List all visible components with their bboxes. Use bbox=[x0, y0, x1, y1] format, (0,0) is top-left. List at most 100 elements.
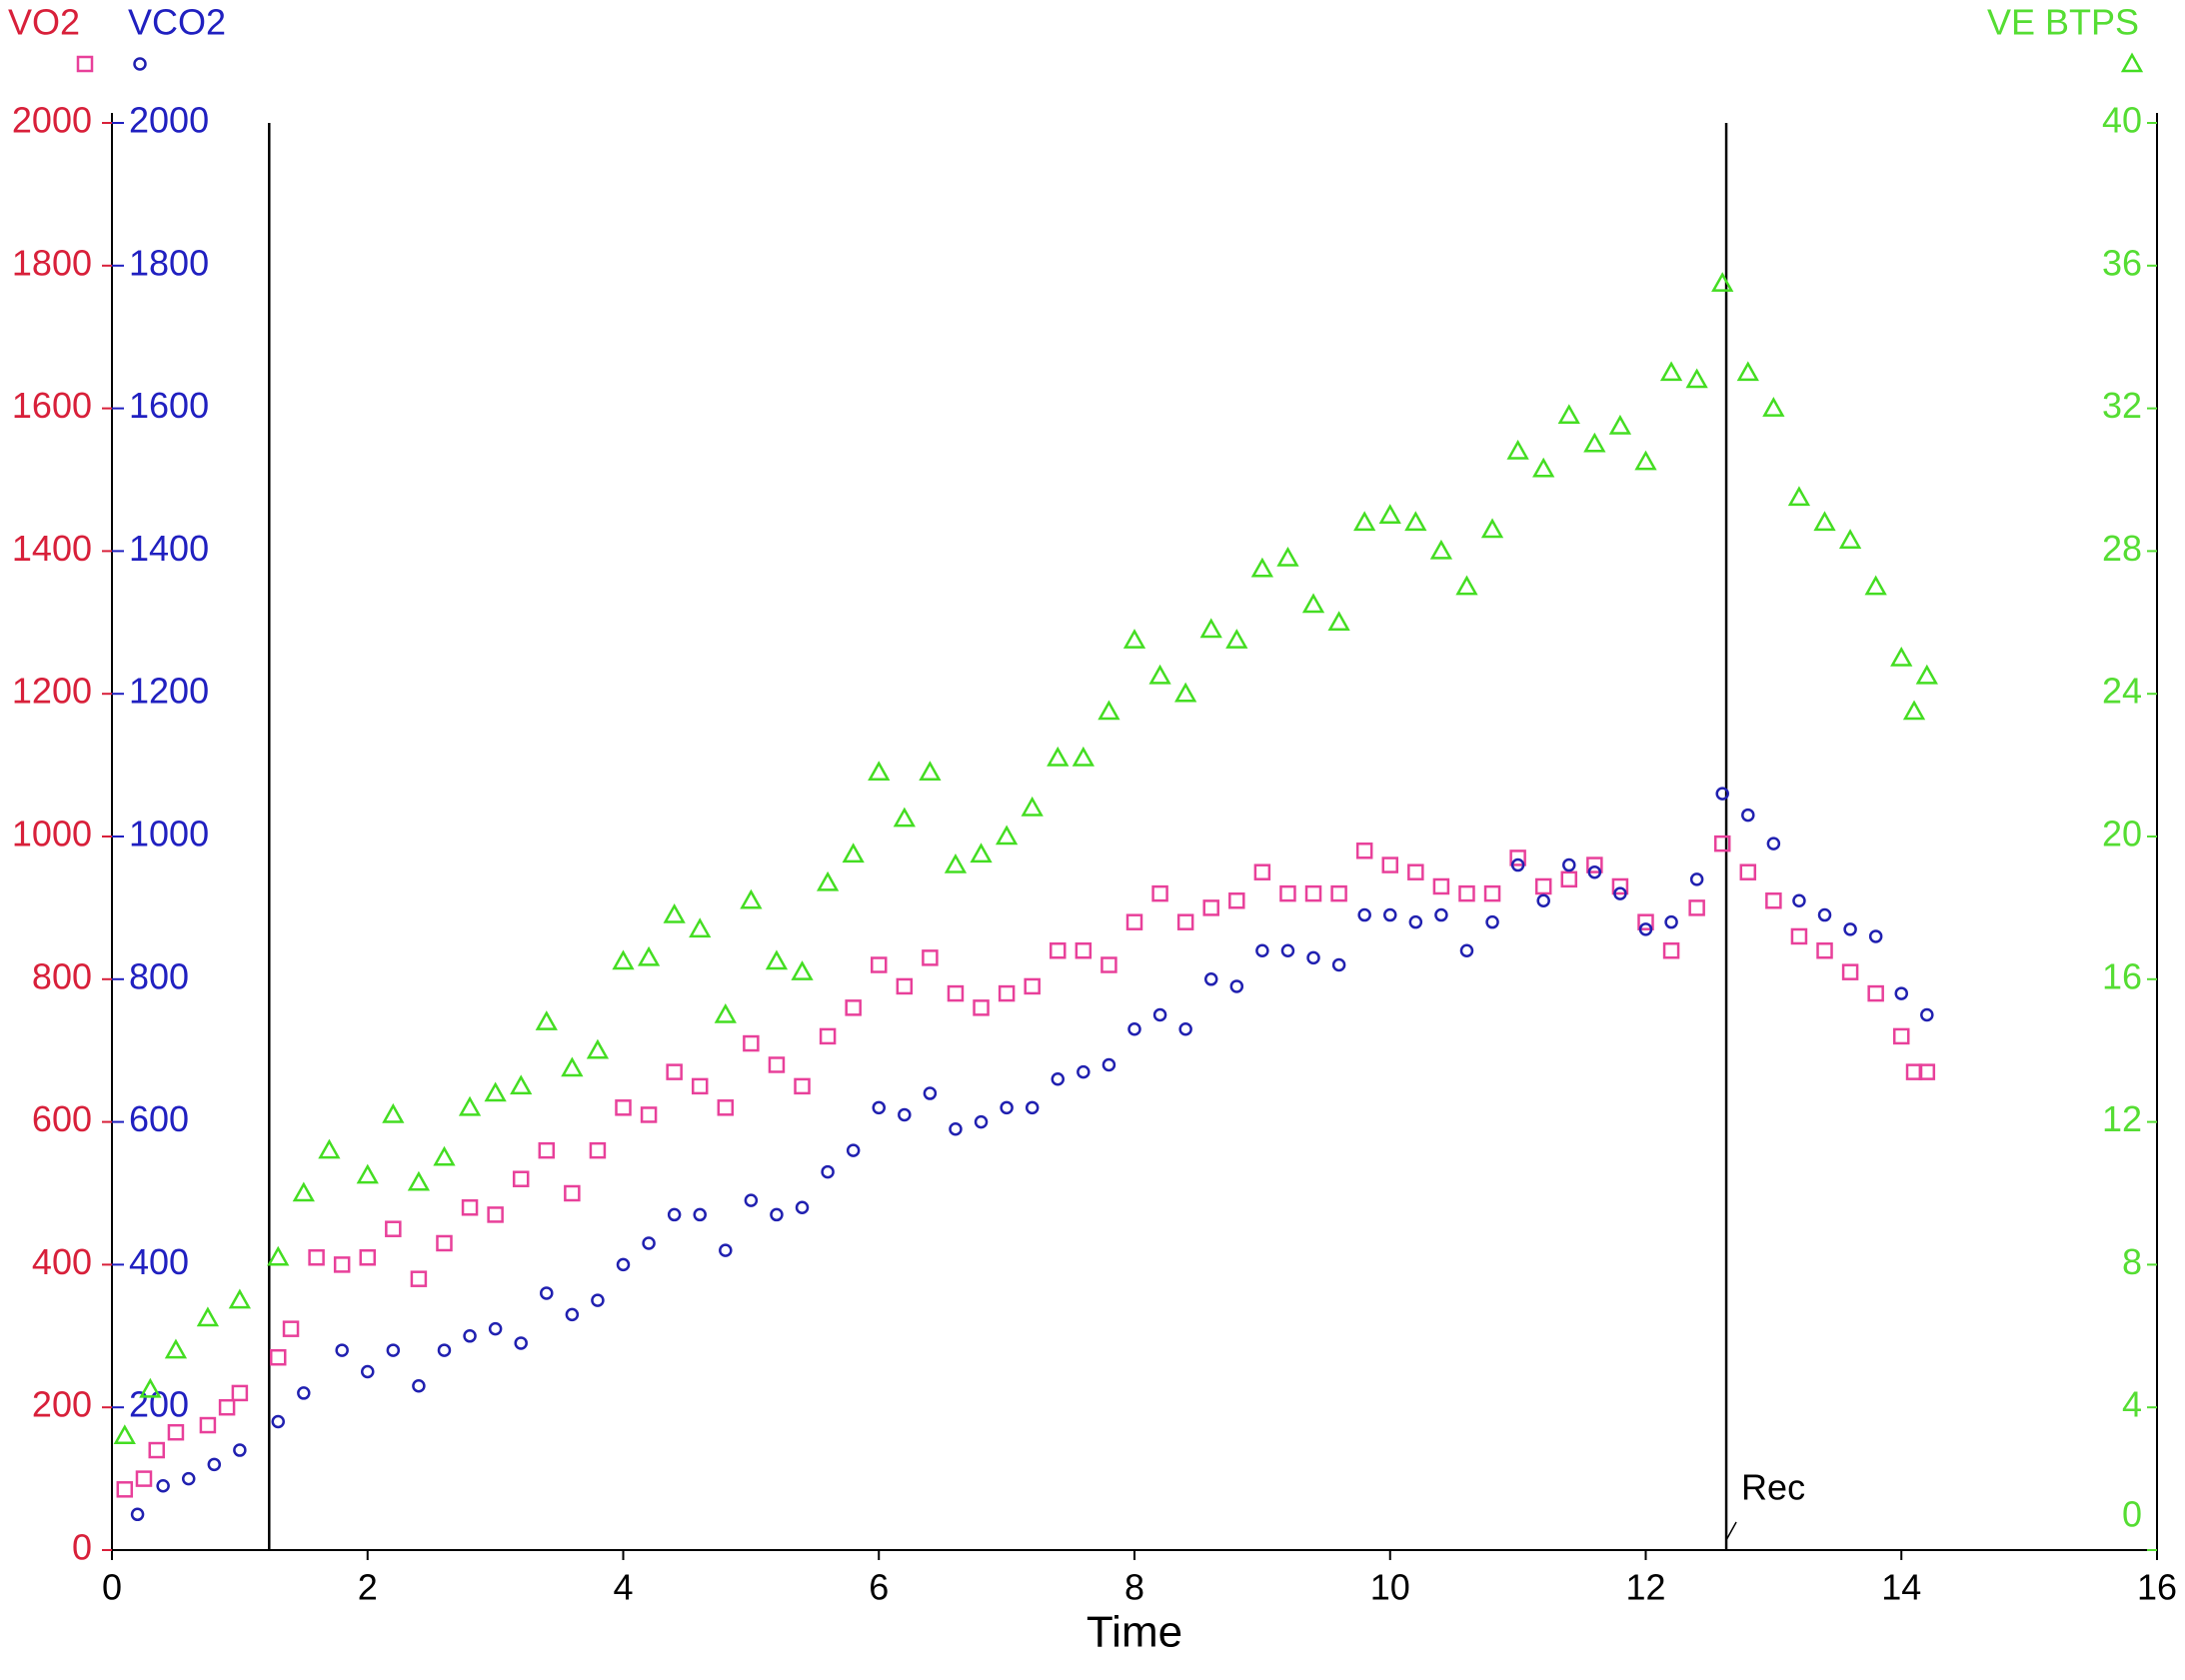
point bbox=[561, 1056, 584, 1077]
point bbox=[488, 1321, 503, 1336]
point bbox=[1787, 486, 1811, 507]
legend-marker bbox=[133, 57, 147, 71]
point bbox=[233, 1443, 247, 1457]
y-tick-label-vco2: 1600 bbox=[129, 385, 209, 426]
point bbox=[308, 1249, 325, 1266]
point bbox=[637, 945, 661, 966]
point bbox=[973, 999, 990, 1016]
point bbox=[768, 1056, 786, 1073]
point bbox=[1253, 863, 1271, 880]
point bbox=[998, 984, 1016, 1002]
point bbox=[923, 1086, 938, 1100]
point bbox=[333, 1256, 351, 1273]
x-tick-label: 16 bbox=[2137, 1567, 2177, 1608]
point bbox=[1664, 914, 1678, 929]
y-tick-label-vco2: 200 bbox=[129, 1384, 189, 1425]
point bbox=[922, 949, 939, 966]
point bbox=[1306, 950, 1320, 965]
point bbox=[765, 949, 789, 970]
y2-tick-label: 32 bbox=[2102, 385, 2142, 426]
point bbox=[1509, 849, 1526, 866]
event-pointer bbox=[1725, 1521, 1737, 1541]
point bbox=[944, 853, 968, 873]
point bbox=[458, 1095, 482, 1116]
point bbox=[565, 1307, 580, 1322]
point bbox=[1025, 1100, 1040, 1115]
point bbox=[791, 960, 814, 980]
point bbox=[412, 1379, 426, 1393]
point bbox=[1100, 956, 1117, 973]
point bbox=[271, 1414, 285, 1429]
point bbox=[1228, 892, 1245, 909]
point bbox=[487, 1206, 504, 1223]
point bbox=[1915, 664, 1938, 685]
point bbox=[896, 977, 914, 995]
point bbox=[410, 1270, 428, 1287]
point bbox=[540, 1286, 554, 1300]
x-tick-label: 10 bbox=[1370, 1567, 1410, 1608]
point bbox=[1841, 963, 1859, 980]
point bbox=[1051, 1072, 1066, 1086]
point bbox=[589, 1141, 607, 1159]
y-tick-label: 600 bbox=[32, 1098, 92, 1139]
point bbox=[1458, 884, 1475, 902]
point bbox=[893, 807, 916, 828]
point bbox=[693, 1207, 707, 1222]
y-tick-label-vco2: 1400 bbox=[129, 528, 209, 569]
point bbox=[1404, 511, 1427, 532]
point bbox=[181, 1471, 196, 1486]
point bbox=[1792, 893, 1806, 908]
x-tick-label: 2 bbox=[358, 1567, 378, 1608]
y2-tick-label: 4 bbox=[2122, 1384, 2142, 1425]
point bbox=[845, 999, 862, 1016]
point bbox=[714, 1002, 737, 1023]
point bbox=[1611, 877, 1629, 895]
point bbox=[1331, 957, 1346, 972]
legend-marker bbox=[2120, 52, 2144, 73]
legend-label: VO2 bbox=[8, 2, 80, 43]
point bbox=[386, 1343, 401, 1357]
point bbox=[1077, 1064, 1091, 1079]
point bbox=[538, 1141, 556, 1159]
point bbox=[1918, 1063, 1936, 1080]
point bbox=[167, 1423, 185, 1441]
point bbox=[691, 1077, 709, 1095]
point bbox=[1304, 884, 1322, 902]
point bbox=[1562, 857, 1576, 872]
point bbox=[744, 1193, 759, 1207]
point bbox=[463, 1329, 477, 1343]
y-tick-label: 0 bbox=[72, 1527, 92, 1568]
point bbox=[135, 1470, 153, 1487]
point bbox=[1713, 835, 1731, 852]
point bbox=[1459, 943, 1474, 957]
point bbox=[1429, 539, 1453, 560]
point bbox=[1330, 884, 1347, 902]
point bbox=[1000, 1100, 1014, 1115]
point bbox=[1383, 907, 1397, 922]
point bbox=[512, 1170, 530, 1187]
point bbox=[1279, 884, 1296, 902]
point bbox=[1762, 397, 1785, 417]
y2-tick-label: 16 bbox=[2102, 955, 2142, 996]
point bbox=[282, 1320, 300, 1337]
point bbox=[1586, 856, 1603, 873]
point bbox=[148, 1441, 166, 1459]
point bbox=[1817, 907, 1832, 922]
point bbox=[207, 1457, 222, 1472]
point bbox=[666, 1063, 683, 1080]
point bbox=[1741, 808, 1755, 823]
point bbox=[1587, 864, 1602, 879]
point bbox=[1715, 787, 1729, 801]
x-tick-label: 14 bbox=[1881, 1567, 1921, 1608]
point bbox=[1689, 872, 1704, 886]
point bbox=[1407, 863, 1424, 880]
point bbox=[871, 956, 888, 973]
point bbox=[1560, 870, 1578, 888]
point bbox=[164, 1338, 188, 1359]
y-tick-label: 2000 bbox=[12, 100, 92, 141]
point bbox=[640, 1106, 658, 1123]
point bbox=[1355, 842, 1373, 859]
point bbox=[642, 1236, 656, 1250]
point bbox=[1739, 863, 1757, 880]
